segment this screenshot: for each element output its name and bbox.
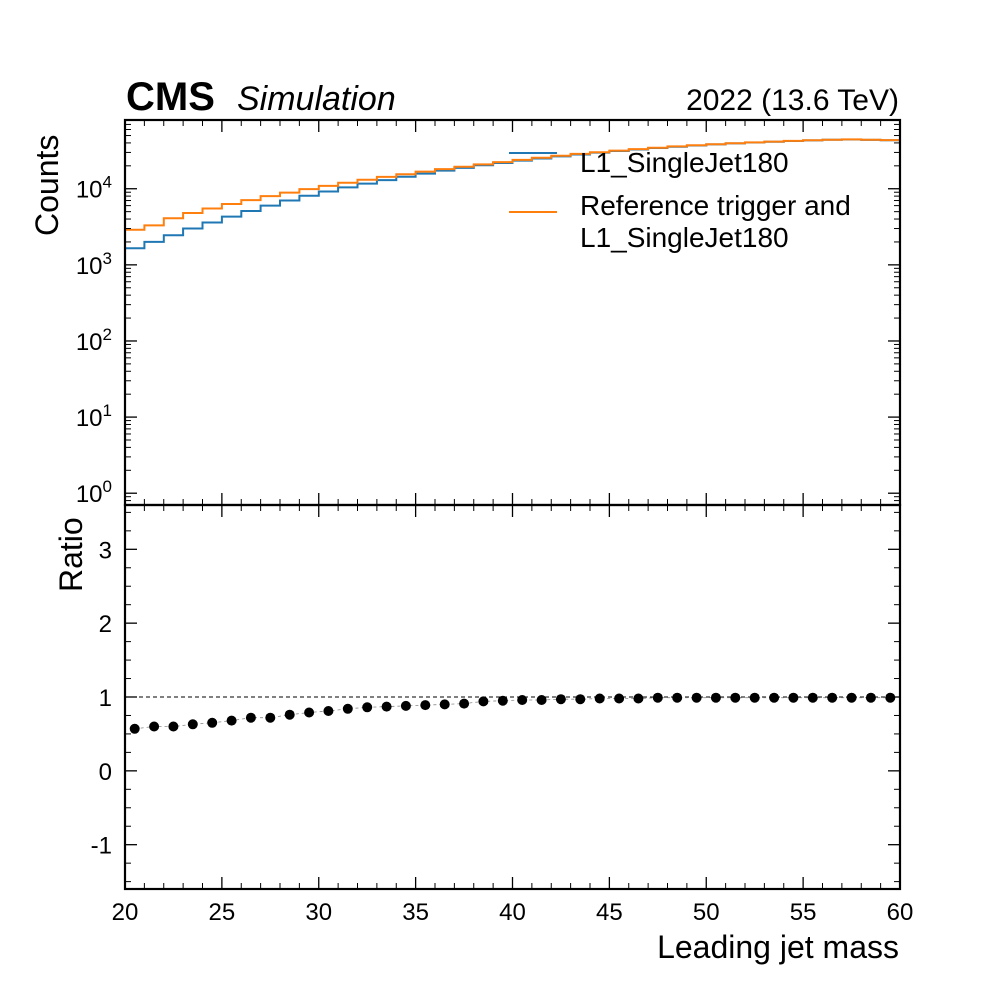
ratio-point	[575, 694, 586, 705]
ratio-tick-label: 1	[99, 685, 112, 712]
ratio-point	[149, 721, 160, 732]
y-tick-label: 102	[76, 325, 112, 356]
ratio-point	[381, 701, 392, 712]
ratio-point	[265, 712, 276, 723]
y-tick-label: 101	[76, 401, 112, 432]
ratio-point	[245, 712, 256, 723]
energy-label: 2022 (13.6 TeV)	[686, 84, 899, 117]
legend-entry-label: Reference trigger and	[580, 190, 851, 221]
x-tick-label: 20	[112, 899, 139, 926]
ratio-point	[788, 692, 799, 703]
ratio-point	[323, 706, 334, 716]
bottom-panel: -1 0 1 2 3 Ratio	[53, 503, 902, 891]
ratio-point	[497, 695, 508, 706]
x-tick-label: 50	[693, 899, 720, 926]
ratio-point	[129, 723, 140, 734]
ratio-point	[885, 692, 896, 703]
ratio-point	[207, 717, 218, 728]
ratio-point	[827, 692, 838, 703]
ratio-point	[536, 695, 547, 705]
ratio-point	[517, 695, 528, 705]
ratio-point	[807, 692, 818, 703]
bottom-ylabel: Ratio	[53, 517, 89, 592]
y-tick-label: 103	[76, 249, 112, 280]
top-series-group	[125, 138, 900, 250]
ratio-point	[691, 692, 702, 703]
ratio-tick-label: 3	[99, 537, 112, 564]
legend-entry-label: L1_SingleJet180	[580, 222, 789, 253]
ratio-point	[284, 709, 295, 720]
ratio-point	[614, 693, 625, 704]
ratio-point	[400, 700, 411, 711]
y-tick-label: 100	[76, 477, 112, 508]
ratio-trend-line	[134, 697, 891, 730]
bottom-ticks-group: -1 0 1 2 3	[91, 511, 900, 883]
ratio-point	[672, 692, 683, 703]
ratio-tick-label: 2	[99, 611, 112, 638]
ratio-point	[342, 703, 353, 714]
ratio-point	[478, 696, 489, 707]
ratio-point	[362, 702, 373, 713]
x-ticks-group: 20 25 30 35 40 45 50 55 60	[112, 120, 914, 926]
ratio-tick-label: 0	[99, 759, 112, 786]
ratio-point	[594, 693, 605, 704]
ratio-point	[304, 707, 315, 718]
x-tick-label: 40	[499, 899, 526, 926]
ratio-point	[865, 692, 876, 703]
x-tick-label: 25	[209, 899, 236, 926]
x-tick-label: 30	[305, 899, 332, 926]
experiment-label: CMS	[126, 75, 215, 119]
x-tick-label: 60	[887, 899, 914, 926]
x-tick-label: 55	[790, 899, 817, 926]
x-tick-label: 45	[596, 899, 623, 926]
ratio-point	[652, 692, 663, 703]
ratio-point	[730, 692, 741, 703]
series-line-2	[125, 138, 900, 231]
x-tick-label: 35	[402, 899, 429, 926]
ratio-point	[633, 693, 644, 704]
top-ticks-group: 100 101 102 103 104	[76, 119, 900, 508]
x-axis-label: Leading jet mass	[657, 929, 899, 965]
ratio-tick-label: -1	[91, 833, 112, 860]
ratio-point	[769, 692, 780, 703]
top-ylabel: Counts	[29, 135, 65, 236]
ratio-point	[168, 721, 179, 732]
ratio-point	[710, 692, 721, 703]
status-label: Simulation	[237, 80, 396, 118]
ratio-point	[226, 715, 237, 726]
ratio-point	[555, 694, 566, 705]
ratio-point	[846, 692, 857, 703]
ratio-points-group	[129, 692, 896, 734]
ratio-point	[439, 699, 450, 710]
ratio-point	[420, 700, 431, 711]
ratio-point	[187, 719, 198, 730]
legend-entry-label: L1_SingleJet180	[580, 147, 789, 178]
ratio-point	[749, 692, 760, 703]
y-tick-label: 104	[76, 173, 112, 204]
ratio-point	[459, 698, 470, 709]
